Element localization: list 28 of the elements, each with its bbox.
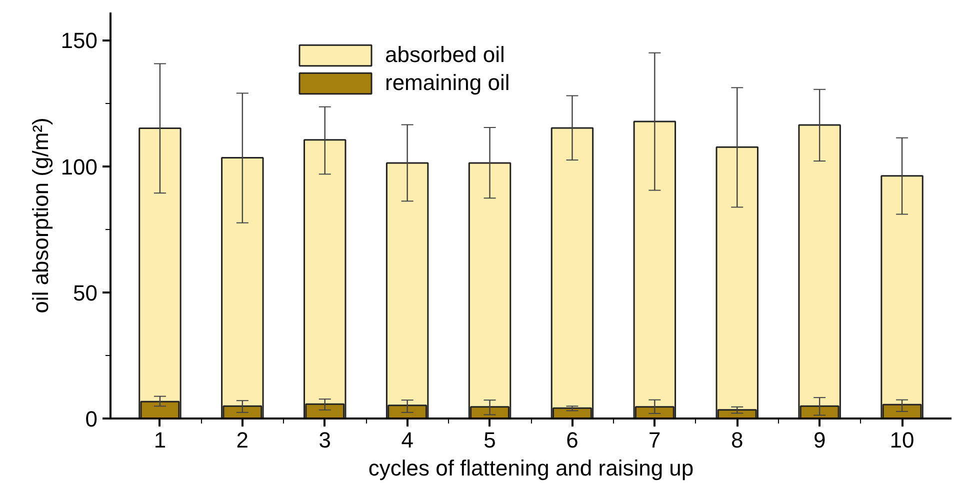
bar	[386, 162, 429, 418]
bar	[138, 128, 182, 418]
y-tick-label: 0	[85, 406, 98, 432]
bar	[304, 139, 346, 418]
x-tick-label: 3	[318, 428, 332, 452]
bar	[633, 120, 676, 418]
y-tick-label: 100	[60, 154, 98, 180]
bar	[798, 124, 841, 418]
x-tick-label: 6	[566, 428, 578, 452]
x-axis-title: cycles of flattening and raising up	[368, 456, 694, 480]
x-tick-label: 10	[890, 428, 914, 452]
x-tick-label: 1	[154, 428, 166, 452]
y-tick-label: 50	[73, 280, 98, 306]
bar	[716, 146, 758, 418]
bar	[468, 162, 512, 418]
x-tick-label: 2	[236, 428, 249, 452]
legend-label: absorbed oil	[385, 42, 505, 68]
x-tick-label: 4	[401, 428, 414, 452]
bar	[880, 175, 924, 418]
x-tick-label: 9	[813, 428, 826, 452]
x-tick-label: 7	[648, 428, 661, 452]
y-tick-label: 150	[60, 28, 98, 54]
x-tick-label: 5	[484, 428, 496, 452]
bar	[550, 127, 594, 418]
y-axis-title: oil absorption (g/m²)	[28, 118, 53, 314]
legend-label: remaining oil	[385, 70, 510, 96]
bar	[221, 157, 264, 418]
x-tick-label: 8	[731, 428, 744, 452]
